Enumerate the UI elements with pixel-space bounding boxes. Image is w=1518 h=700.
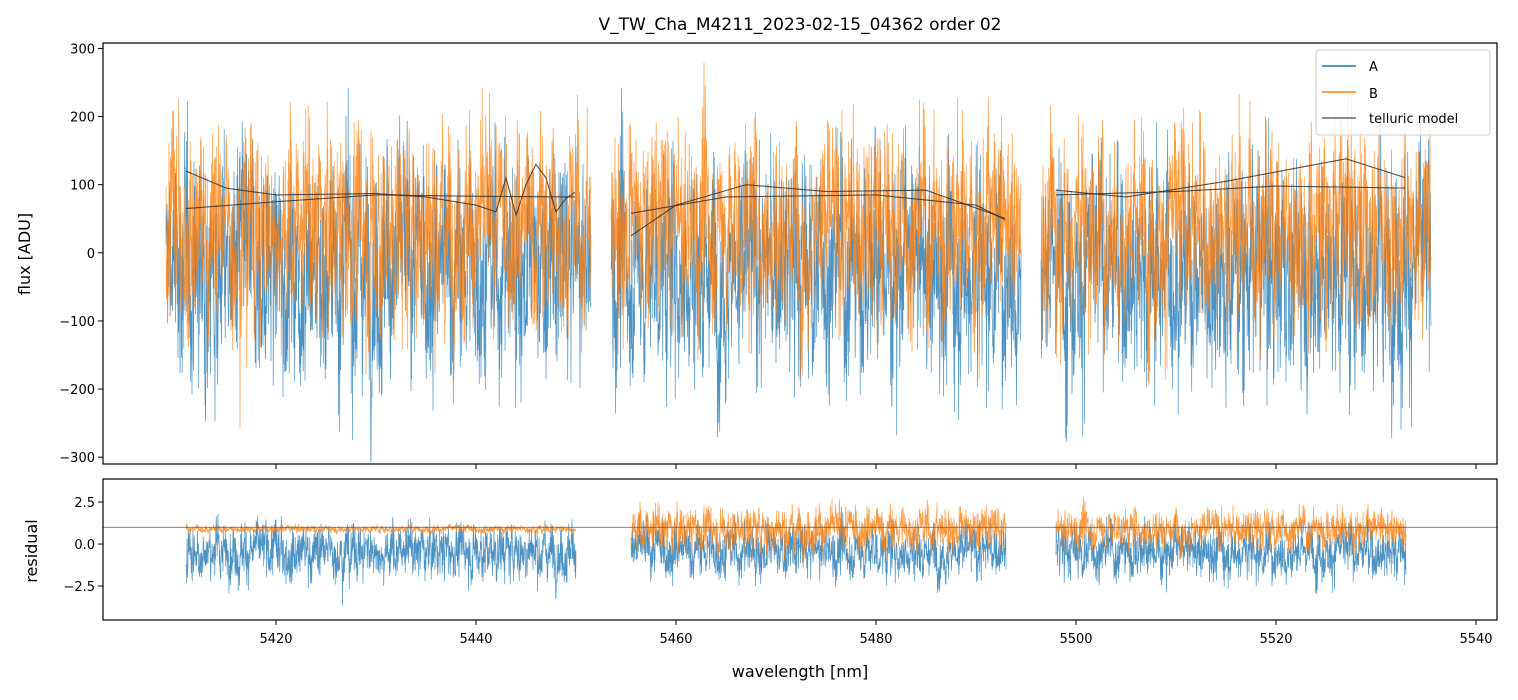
telluric-model-curve [630, 194, 1006, 221]
series-B-segment-0 [185, 523, 577, 537]
legend-label-model: telluric model [1369, 112, 1458, 127]
flux-panel: −300 −200 −100 0 100 200 300 [59, 42, 1498, 469]
residual-panel: −2.5 0.0 2.5 5420 5440 5460 5480 5500 5520 5540 [63, 478, 1498, 647]
series-B-segment-0 [165, 88, 592, 428]
series-B-segment-2 [1040, 89, 1432, 385]
x-tick-label: 5440 [459, 632, 492, 647]
x-axis-label: wavelength [nm] [732, 662, 869, 681]
y-tick-label: 0.0 [74, 538, 95, 553]
x-tick-label: 5520 [1259, 632, 1292, 647]
y-tick-label: −300 [59, 451, 95, 466]
telluric-model-curve [1055, 158, 1406, 198]
chart-title: V_TW_Cha_M4211_2023-02-15_04362 order 02 [599, 15, 1002, 35]
x-tick-label: 5480 [859, 632, 892, 647]
y-tick-label: −100 [59, 315, 95, 330]
y-tick-label: 300 [70, 42, 95, 57]
telluric-model-curve [186, 194, 576, 210]
flux-ylabel: flux [ADU] [15, 213, 34, 295]
series-A-segment-1 [630, 506, 1007, 593]
y-tick-label: −2.5 [63, 580, 95, 595]
series-B-segment-1 [630, 498, 1007, 569]
y-tick-label: 100 [70, 179, 95, 194]
y-tick-label: −200 [59, 383, 95, 398]
legend: A B telluric model [1315, 49, 1491, 136]
series-A-segment-1 [610, 87, 1022, 438]
legend-label-a: A [1369, 60, 1378, 75]
series-A-segment-2 [1055, 515, 1407, 594]
telluric-model-curve [1056, 185, 1405, 196]
axes-frame [102, 42, 1498, 465]
series-A-segment-0 [185, 514, 577, 606]
telluric-model-curve [630, 184, 1006, 237]
x-tick-label: 5420 [259, 632, 292, 647]
x-tick-label: 5540 [1459, 632, 1492, 647]
legend-label-b: B [1369, 87, 1378, 102]
y-tick-label: 0 [87, 247, 95, 262]
series-B-segment-1 [610, 62, 1022, 381]
x-tick-label: 5500 [1059, 632, 1092, 647]
telluric-model-curve [185, 163, 576, 218]
y-tick-label: 2.5 [74, 496, 95, 511]
y-tick-label: 200 [70, 111, 95, 126]
axes-frame [102, 478, 1498, 621]
x-tick-label: 5460 [659, 632, 692, 647]
residual-ylabel: residual [22, 519, 41, 582]
